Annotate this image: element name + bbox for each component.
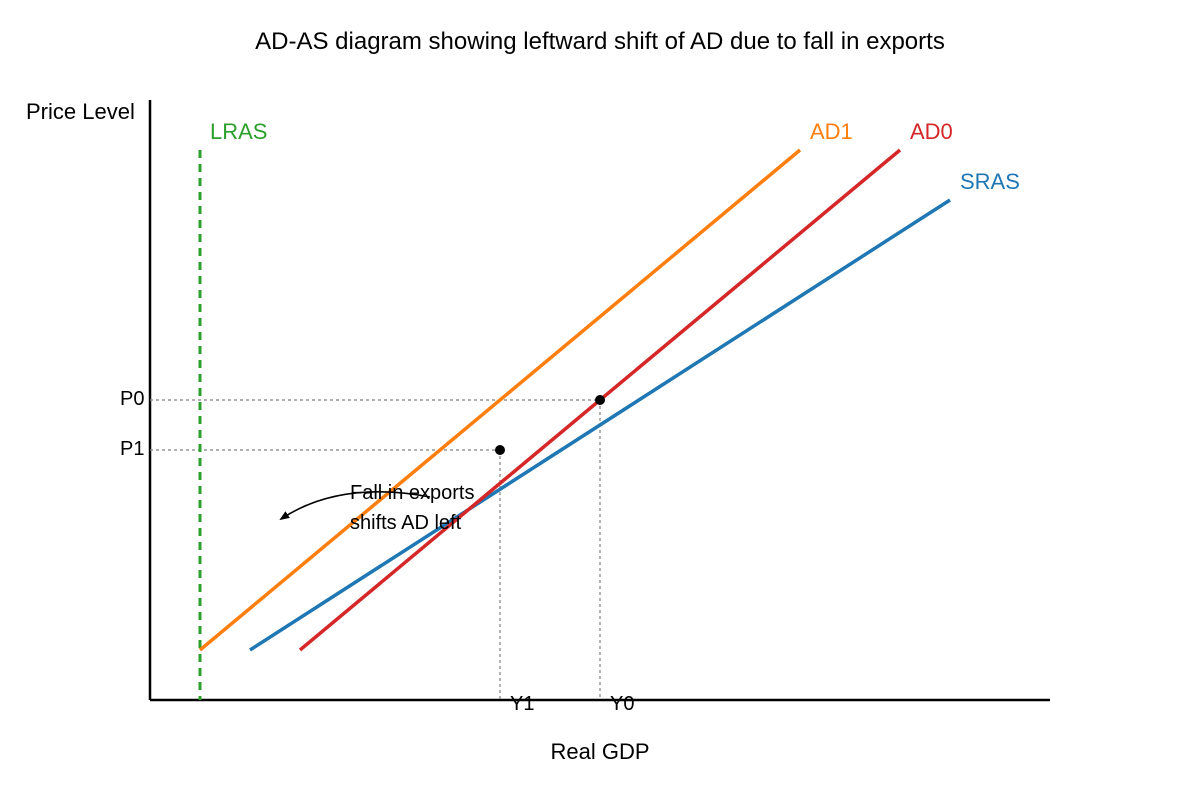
initial-equilibrium-point	[595, 395, 605, 405]
y0-label: Y0	[610, 693, 634, 715]
p1-label: P1	[120, 438, 144, 460]
annotation-line-1: Fall in exports	[350, 482, 475, 504]
ad0-label: AD0	[910, 119, 953, 144]
y-axis-label: Price Level	[26, 99, 135, 124]
y1-label: Y1	[510, 693, 534, 715]
p0-label: P0	[120, 388, 144, 410]
lras-label: LRAS	[210, 119, 267, 144]
diagram-title: AD-AS diagram showing leftward shift of …	[255, 28, 945, 55]
annotation-line-2: shifts AD left	[350, 512, 462, 534]
x-axis-label: Real GDP	[550, 739, 649, 764]
ad1-curve	[198, 148, 802, 652]
new-equilibrium-point	[495, 445, 505, 455]
sras-label: SRAS	[960, 169, 1020, 194]
ad1-label: AD1	[810, 119, 853, 144]
sras-curve	[249, 198, 951, 652]
shift-arrow-icon	[279, 491, 431, 521]
